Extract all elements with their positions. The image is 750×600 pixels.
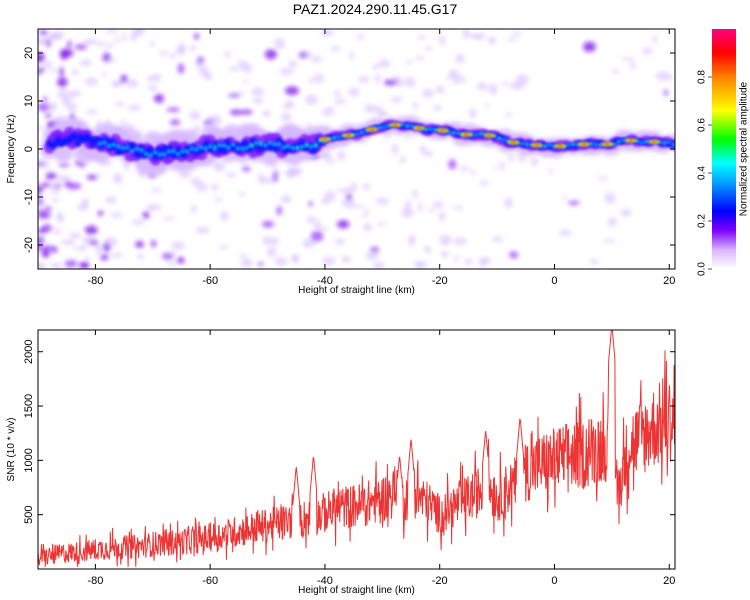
spectrogram-xtick-label: 0 xyxy=(551,275,557,287)
colorbar-tick-label: 0.0 xyxy=(697,262,708,276)
snr-xtick-label: 20 xyxy=(663,575,675,587)
snr-panel: -80 -60 -40 -20 0 20 500 1000 1500 2000 Height of … xyxy=(6,329,676,596)
snr-xtick-label: 0 xyxy=(551,575,557,587)
colorbar: 0.0 0.2 0.4 0.6 0.8 Normalized spectral ampli… xyxy=(697,29,750,276)
colorbar-tick-label: 0.6 xyxy=(697,118,708,132)
snr-ylabel: SNR (10 * v/v) xyxy=(6,418,17,482)
spectrogram-panel: -80 -60 -40 -20 0 20 -20 -10 0 10 20 Height of stra… xyxy=(6,28,676,296)
figure-title: PAZ1.2024.290.11.45.G17 xyxy=(292,1,458,17)
snr-series-line xyxy=(38,330,675,567)
ridge-hotspots xyxy=(318,122,661,149)
colorbar-gradient xyxy=(712,29,736,269)
colorbar-label: Normalized spectral amplitude xyxy=(739,81,750,216)
spectrogram-xtick-label: -60 xyxy=(202,275,218,287)
snr-axes-frame xyxy=(37,329,676,570)
snr-xlabel: Height of straight line (km) xyxy=(298,585,415,596)
snr-xtick-label: -40 xyxy=(317,575,333,587)
spectrogram-ytick-label: -20 xyxy=(23,237,35,253)
colorbar-tick-label: 0.4 xyxy=(697,166,708,180)
snr-ytick-label: 1500 xyxy=(23,394,35,418)
snr-ytick-label: 1000 xyxy=(23,448,35,472)
snr-ytick-label: 2000 xyxy=(23,339,35,363)
snr-xtick-label: -20 xyxy=(432,575,448,587)
spectrogram-xtick-label: 20 xyxy=(663,275,675,287)
spectrogram-xtick-label: -80 xyxy=(87,275,103,287)
spectrogram-ytick-label: -10 xyxy=(23,189,35,205)
snr-ytick-label: 500 xyxy=(23,506,35,524)
snr-xtick-label: -60 xyxy=(202,575,218,587)
spectrogram-xtick-label: -40 xyxy=(317,275,333,287)
spectrogram-xlabel: Height of straight line (km) xyxy=(298,285,415,296)
spectrogram-ytick-label: 0 xyxy=(23,146,35,152)
spectrogram-ytick-label: 10 xyxy=(23,95,35,107)
colorbar-tick-label: 0.2 xyxy=(697,214,708,228)
spectrogram-ylabel: Frequency (Hz) xyxy=(6,115,17,184)
spectrogram-ytick-label: 20 xyxy=(23,47,35,59)
spectrogram-heatmap xyxy=(38,29,675,269)
spectrogram-xtick-label: -20 xyxy=(432,275,448,287)
snr-xtick-label: -80 xyxy=(87,575,103,587)
colorbar-tick-label: 0.8 xyxy=(697,70,708,84)
